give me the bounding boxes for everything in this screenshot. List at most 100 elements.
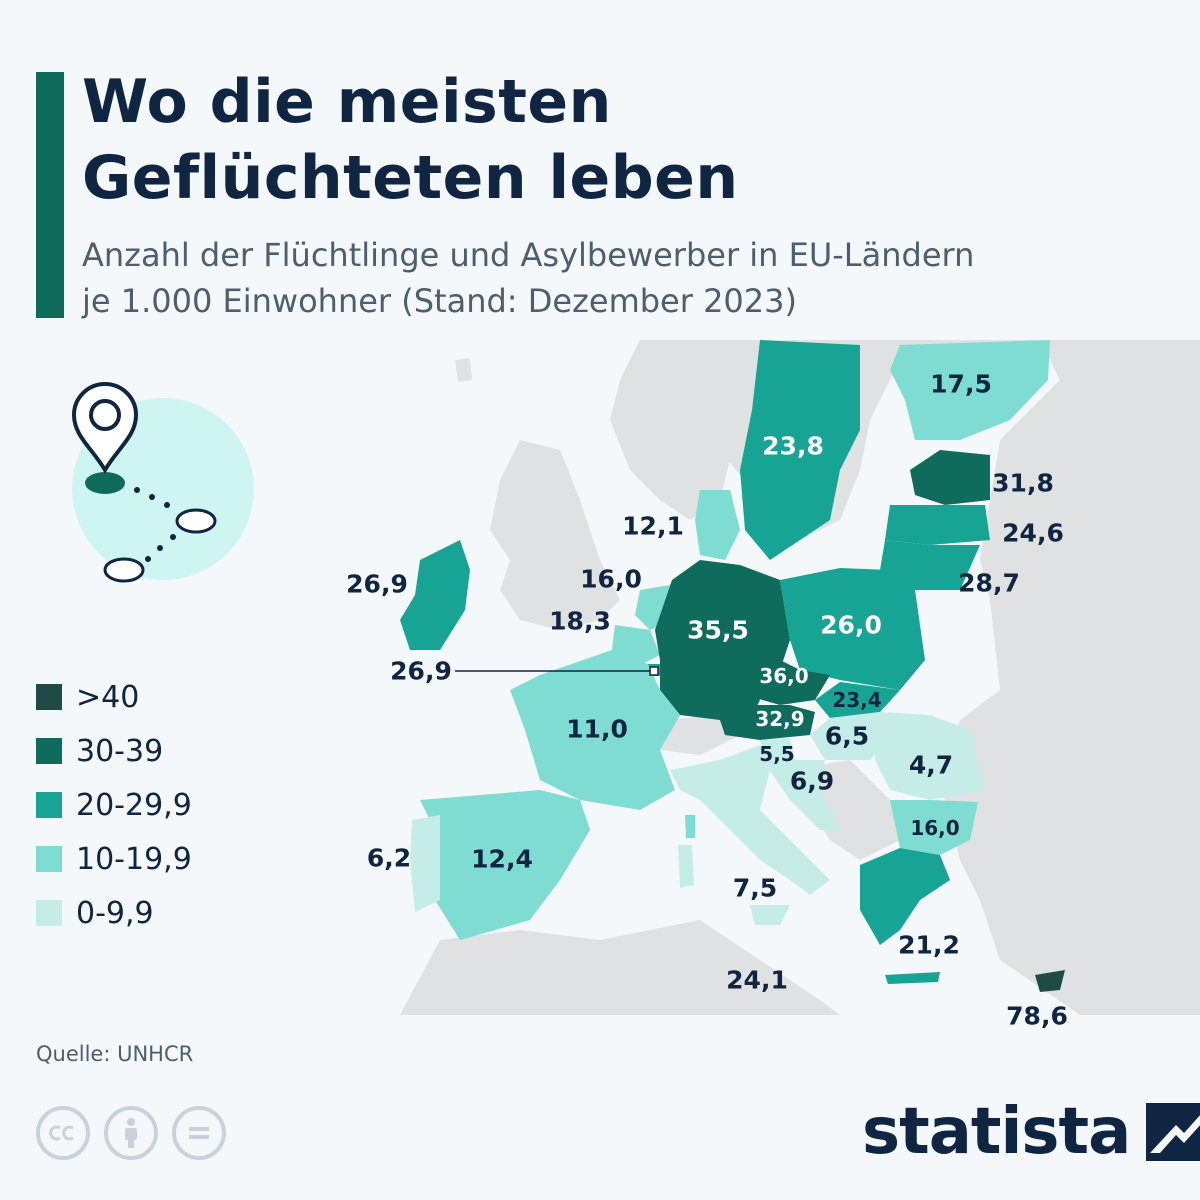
path-dot-icon bbox=[157, 545, 163, 551]
country-czechia bbox=[740, 660, 830, 705]
label-croatia: 6,9 bbox=[789, 766, 835, 796]
label-france: 11,0 bbox=[566, 714, 628, 744]
country-ireland bbox=[400, 540, 470, 650]
country-france bbox=[510, 650, 680, 810]
label-ireland: 26,9 bbox=[346, 569, 408, 599]
country-sicily bbox=[750, 905, 790, 925]
legend-item: >40 bbox=[36, 670, 192, 724]
legend-swatch bbox=[36, 846, 62, 872]
country-portugal bbox=[410, 815, 440, 912]
pin-shadow-icon bbox=[85, 472, 125, 494]
statista-brand[interactable]: statista bbox=[862, 1100, 1200, 1164]
country-finland bbox=[890, 340, 1050, 440]
country-slovakia bbox=[815, 682, 900, 718]
label-portugal: 6,2 bbox=[366, 843, 412, 873]
label-latvia: 24,6 bbox=[1002, 518, 1064, 548]
title-line-2: Geflüchteten leben bbox=[82, 143, 739, 213]
destination-ring-icon bbox=[175, 508, 217, 534]
label-hungary: 6,5 bbox=[824, 721, 870, 751]
destination-ring-icon bbox=[103, 557, 145, 583]
statista-logo-icon bbox=[1146, 1103, 1200, 1161]
label-luxembourg: 26,9 bbox=[390, 656, 452, 686]
legend: >40 30-39 20-29,9 10-19,9 0-9,9 bbox=[36, 670, 192, 940]
legend-label: 10-19,9 bbox=[76, 841, 192, 877]
label-lithuania: 28,7 bbox=[958, 568, 1020, 598]
country-sardinia bbox=[678, 845, 694, 888]
path-dot-icon bbox=[134, 487, 140, 493]
path-dot-icon bbox=[145, 556, 151, 562]
country-slovenia bbox=[760, 738, 795, 768]
label-cyprus: 78,6 bbox=[1006, 1001, 1068, 1031]
country-corsica bbox=[685, 815, 695, 838]
label-slovakia: 23,4 bbox=[832, 688, 882, 712]
legend-label: 0-9,9 bbox=[76, 895, 154, 931]
legend-label: 20-29,9 bbox=[76, 787, 192, 823]
legend-swatch bbox=[36, 900, 62, 926]
land-norway bbox=[610, 340, 760, 520]
country-estonia bbox=[910, 450, 990, 505]
land-north-africa bbox=[400, 920, 840, 1015]
label-greece: 21,2 bbox=[898, 930, 960, 960]
country-spain bbox=[420, 790, 590, 940]
legend-swatch bbox=[36, 792, 62, 818]
legend-swatch bbox=[36, 684, 62, 710]
country-hungary bbox=[810, 712, 895, 760]
label-bulgaria: 16,0 bbox=[910, 816, 960, 840]
map-pin-hole-icon bbox=[89, 399, 121, 431]
subtitle-line-2: je 1.000 Einwohner (Stand: Dezember 2023… bbox=[82, 282, 797, 320]
country-austria bbox=[720, 705, 815, 740]
label-italy: 7,5 bbox=[732, 873, 778, 903]
label-austria: 32,9 bbox=[755, 707, 805, 731]
label-belgium: 18,3 bbox=[549, 606, 611, 636]
country-crete bbox=[885, 972, 940, 984]
country-sweden bbox=[740, 340, 860, 560]
legend-swatch bbox=[36, 738, 62, 764]
label-sweden: 23,8 bbox=[762, 431, 824, 461]
accent-bar bbox=[36, 72, 64, 318]
title-line-1: Wo die meisten bbox=[82, 67, 612, 137]
path-dot-icon bbox=[164, 502, 170, 508]
legend-label: >40 bbox=[76, 679, 140, 715]
subtitle-line-1: Anzahl der Flüchtlinge und Asylbewerber … bbox=[82, 236, 975, 274]
country-denmark bbox=[695, 490, 740, 560]
license-icons bbox=[36, 1106, 226, 1160]
attribution-icon[interactable] bbox=[104, 1106, 158, 1160]
country-germany bbox=[655, 560, 790, 720]
legend-item: 0-9,9 bbox=[36, 886, 192, 940]
land-switzerland bbox=[660, 715, 740, 755]
path-dot-icon bbox=[149, 494, 155, 500]
country-poland bbox=[780, 568, 925, 690]
label-estonia: 31,8 bbox=[992, 468, 1054, 498]
country-croatia bbox=[768, 760, 840, 830]
path-dot-icon bbox=[170, 534, 176, 540]
label-spain: 12,4 bbox=[471, 844, 533, 874]
legend-item: 20-29,9 bbox=[36, 778, 192, 832]
label-slovenia: 5,5 bbox=[759, 742, 795, 766]
label-poland: 26,0 bbox=[820, 610, 882, 640]
luxembourg-marker bbox=[649, 666, 659, 676]
country-lithuania bbox=[880, 540, 980, 590]
source-note: Quelle: UNHCR bbox=[36, 1042, 194, 1066]
country-romania bbox=[875, 712, 985, 800]
country-bulgaria bbox=[890, 800, 978, 855]
label-czechia: 36,0 bbox=[759, 664, 809, 688]
label-finland: 17,5 bbox=[930, 369, 992, 399]
label-netherlands: 16,0 bbox=[580, 564, 642, 594]
country-latvia bbox=[885, 505, 990, 545]
label-romania: 4,7 bbox=[908, 750, 954, 780]
brand-name: statista bbox=[862, 1095, 1131, 1169]
legend-item: 10-19,9 bbox=[36, 832, 192, 886]
country-italy bbox=[670, 745, 830, 895]
country-cyprus bbox=[1035, 970, 1065, 992]
label-germany: 35,5 bbox=[687, 615, 749, 645]
country-greece bbox=[860, 848, 950, 945]
page-title: Wo die meisten Geflüchteten leben bbox=[82, 64, 739, 216]
no-derivatives-icon[interactable] bbox=[172, 1106, 226, 1160]
cc-icon[interactable] bbox=[36, 1106, 90, 1160]
label-denmark: 12,1 bbox=[622, 511, 684, 541]
subtitle: Anzahl der Flüchtlinge und Asylbewerber … bbox=[82, 232, 974, 324]
eu-countries bbox=[400, 340, 1065, 992]
land-iceland-islands bbox=[455, 358, 472, 382]
legend-label: 30-39 bbox=[76, 733, 164, 769]
